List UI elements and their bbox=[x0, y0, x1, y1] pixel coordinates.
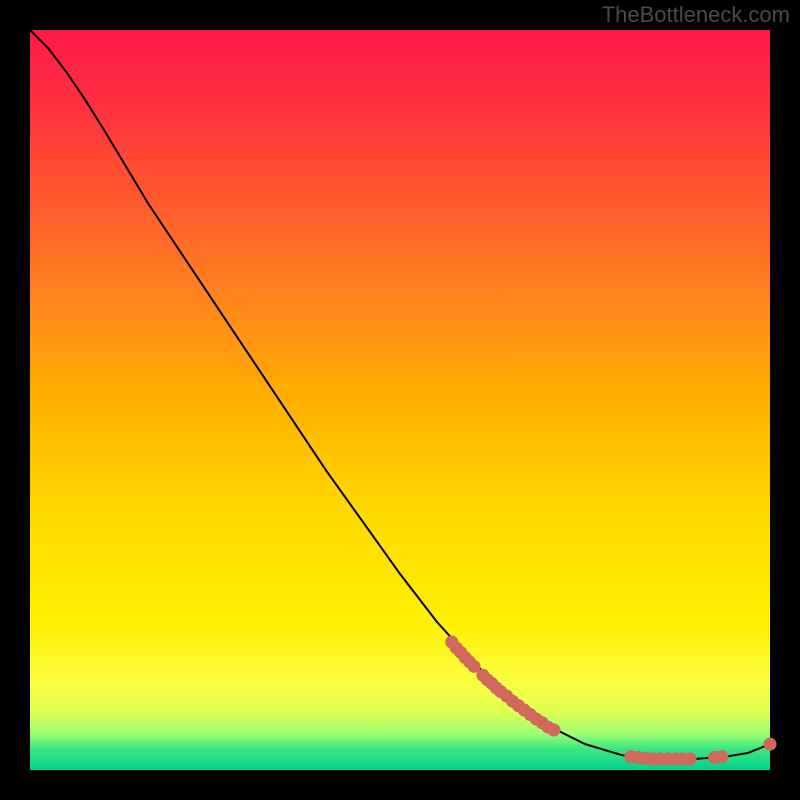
bottleneck-chart bbox=[0, 0, 800, 800]
data-marker bbox=[764, 738, 777, 751]
chart-container: TheBottleneck.com bbox=[0, 0, 800, 800]
data-marker bbox=[547, 724, 560, 737]
watermark-text: TheBottleneck.com bbox=[602, 2, 790, 28]
data-marker bbox=[684, 752, 697, 765]
plot-background bbox=[30, 30, 770, 770]
data-marker bbox=[715, 750, 728, 763]
